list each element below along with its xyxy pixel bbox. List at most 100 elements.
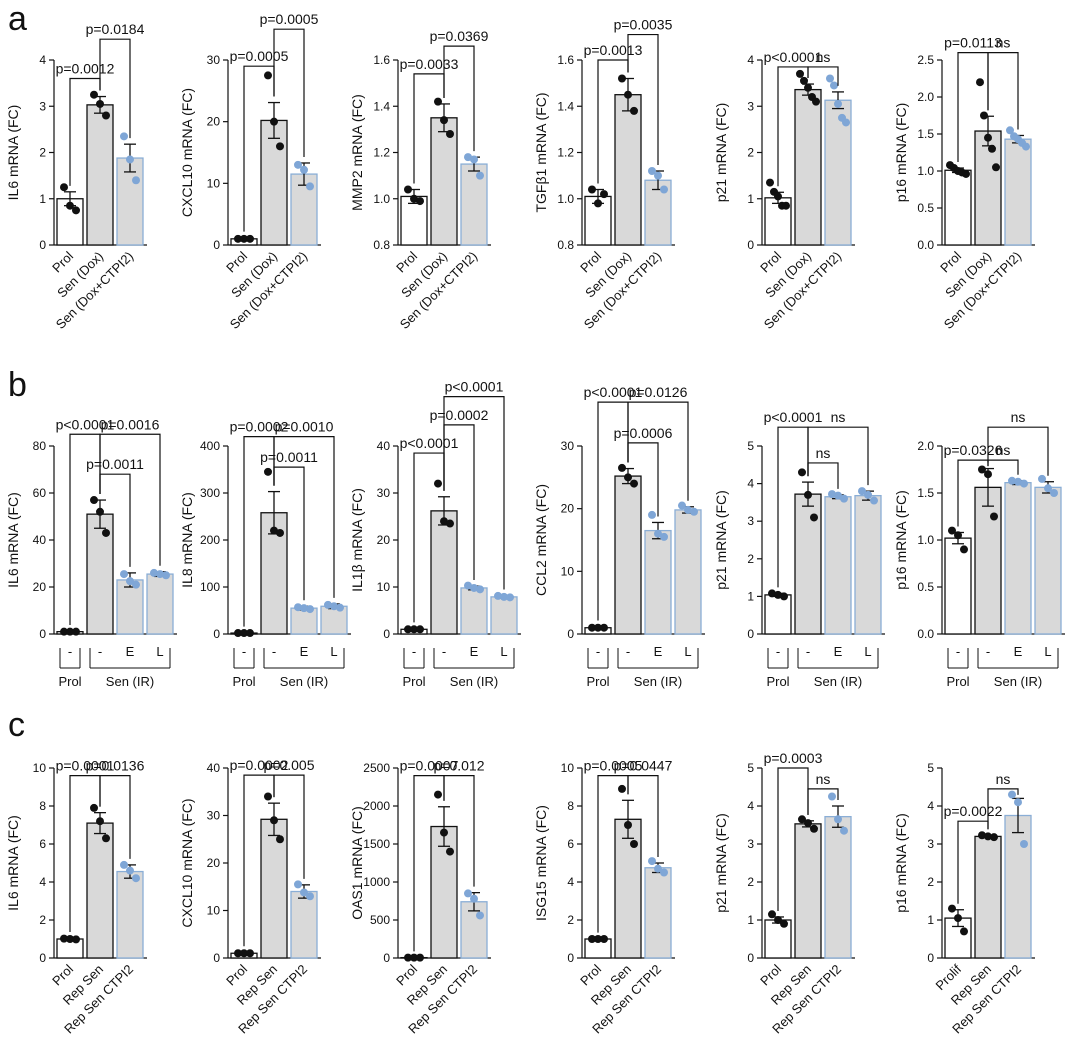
bar: [490, 596, 518, 635]
y-tick-label: 1.4: [557, 99, 574, 113]
y-axis-label: IL1β mRNA (FC): [349, 488, 365, 592]
y-axis-label: MMP2 mRNA (FC): [349, 94, 365, 211]
y-axis-label: p16 mRNA (FC): [893, 490, 909, 590]
data-point: [102, 111, 110, 120]
y-axis-label: ISG15 mRNA (FC): [533, 805, 549, 921]
bar: [116, 870, 144, 959]
group-label-prol: Prol: [232, 674, 255, 689]
significance-bracket: [627, 442, 659, 517]
y-axis-label: CXCL10 mRNA (FC): [179, 798, 195, 927]
data-point: [782, 201, 790, 210]
significance-label: ns: [816, 445, 831, 461]
significance-label: ns: [1011, 409, 1026, 425]
bar: [290, 607, 318, 635]
y-tick-label: 0.0: [917, 238, 934, 252]
category-label: L: [684, 644, 691, 659]
data-point: [126, 866, 134, 875]
bar: [764, 594, 792, 635]
y-tick-label: 30: [207, 809, 221, 823]
data-point: [300, 604, 308, 613]
data-point: [132, 580, 140, 589]
category-label: -: [242, 644, 246, 659]
data-point: [618, 74, 626, 83]
significance-bracket: [273, 774, 305, 879]
data-point: [120, 570, 128, 579]
y-tick-label: 2: [927, 875, 934, 889]
data-point: [470, 583, 478, 592]
y-tick-label: 30: [377, 486, 391, 500]
significance-label: p<0.0001: [445, 379, 504, 395]
data-point: [102, 528, 110, 537]
significance-label: p=0.0113: [944, 35, 1002, 51]
data-point: [960, 927, 968, 936]
data-point: [240, 949, 248, 958]
significance-label: p=0.0369: [430, 28, 489, 44]
significance-label: p=0.0001: [56, 758, 115, 774]
data-point: [476, 171, 484, 180]
data-point: [1008, 476, 1016, 485]
significance-label: p=0.0012: [56, 61, 115, 77]
category-label: L: [864, 644, 871, 659]
data-point: [150, 568, 158, 577]
data-point: [434, 97, 442, 106]
y-tick-label: 40: [377, 439, 391, 453]
data-point: [978, 465, 986, 474]
y-axis-label: p21 mRNA (FC): [713, 103, 729, 203]
significance-label: ns: [816, 49, 831, 65]
significance-bracket: [443, 775, 475, 887]
significance-label: p=0.0011: [86, 456, 144, 472]
data-point: [276, 528, 284, 537]
y-tick-label: 1.6: [557, 53, 574, 67]
y-axis-label: IL6 mRNA (FC): [5, 105, 21, 201]
bar: [320, 605, 348, 635]
category-label: E: [834, 644, 843, 659]
data-point: [464, 153, 472, 162]
category-label: E: [1014, 644, 1023, 659]
data-point: [984, 470, 992, 479]
significance-label: p=0.0447: [614, 758, 673, 774]
y-axis-label: IL6 mRNA (FC): [5, 815, 21, 911]
group-label-prol: Prol: [946, 674, 969, 689]
y-tick-label: 1.5: [917, 127, 934, 141]
significance-bracket: [273, 466, 305, 601]
data-point: [470, 894, 478, 903]
data-point: [72, 935, 80, 944]
category-label: L: [1044, 644, 1051, 659]
y-tick-label: 20: [33, 580, 47, 594]
significance-label: p<0.0001: [764, 409, 823, 425]
data-point: [300, 165, 308, 174]
y-axis-label: TGFβ1 mRNA (FC): [533, 92, 549, 212]
data-point: [306, 605, 314, 614]
significance-label: p=0.0002: [230, 419, 289, 435]
significance-label: p=0.0007: [400, 758, 459, 774]
data-point: [624, 473, 632, 482]
data-point: [440, 828, 448, 837]
significance-label: p=0.0022: [944, 803, 1003, 819]
y-tick-label: 0.5: [917, 580, 934, 594]
y-tick-label: 0: [383, 951, 390, 965]
y-tick-label: 1.2: [373, 146, 390, 160]
category-label: -: [272, 644, 276, 659]
group-label-sen: Sen (IR): [814, 674, 862, 689]
data-point: [240, 629, 248, 638]
panel-10: 0 10 20 30 CCL2 mRNA (FC) - - E L Prol Sen (IR) p<0…: [533, 384, 705, 689]
data-point: [648, 510, 656, 519]
bar: [974, 486, 1002, 635]
data-point: [72, 627, 80, 636]
panel-11: 0 1 2 3 4 5 p21 mRNA (FC) - - E L Prol Sen (IR) p<0.0…: [713, 409, 885, 689]
category-label: -: [68, 644, 72, 659]
data-point: [826, 74, 834, 83]
data-point: [630, 840, 638, 848]
y-tick-label: 5: [747, 439, 754, 453]
y-tick-label: 3: [747, 837, 754, 851]
significance-bracket: [443, 45, 475, 152]
data-point: [240, 234, 248, 243]
data-point: [1014, 477, 1022, 486]
bar: [1004, 482, 1032, 635]
y-tick-label: 1.0: [557, 192, 574, 206]
y-tick-label: 0: [747, 627, 754, 641]
data-point: [804, 83, 812, 92]
